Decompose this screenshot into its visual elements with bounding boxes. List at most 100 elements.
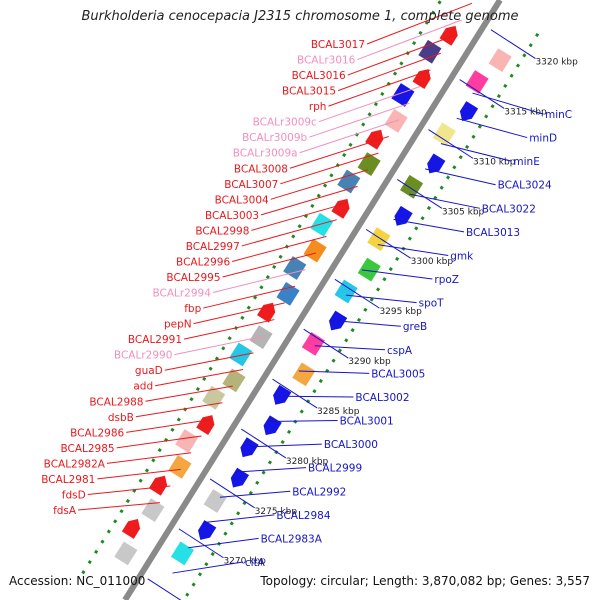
gene-feature [273,384,292,405]
gene-box [488,48,512,72]
gene-box [391,83,415,107]
left-gene-label: BCAL2985 [60,443,114,455]
gene-feature [121,519,141,539]
gene-arrow [459,101,479,121]
right-leader [393,218,465,233]
strand-dots-layer [81,0,544,600]
left-gene-label: rph [309,101,327,113]
gene-box [170,541,195,566]
left-gene-label: BCALr3009b [242,132,307,144]
left-leader [97,468,181,480]
left-leader [366,2,473,45]
right-gene-label: minD [529,133,557,145]
gene-feature [334,279,358,304]
gene-feature [222,368,246,393]
gene-arrow [394,205,413,226]
left-leader [309,102,410,138]
left-leader [318,86,421,123]
right-leader [251,443,322,448]
tick-leader [272,378,318,409]
left-leader [116,435,202,449]
left-gene-label: BCAL2996 [176,256,230,268]
left-gene-label: BCAL2988 [89,396,143,408]
gene-feature [432,122,456,147]
gene-feature [203,489,227,513]
map-title: Burkholderia cenocepacia J2315 chromosom… [81,9,519,24]
gene-box [175,429,199,453]
left-gene-label: BCAL2995 [166,272,220,284]
tick-label: 3290 kbp [348,357,391,367]
tick-label: 3305 kbp [442,207,485,217]
tick-label: 3320 kbp [535,58,578,68]
right-gene-label: rpoZ [434,274,459,286]
right-leader [440,143,512,162]
right-leader [409,193,480,209]
gene-box [334,279,358,304]
left-gene-label: dsbB [108,412,134,424]
gene-feature [196,415,215,435]
tick-label: 3300 kbp [411,257,454,267]
right-gene-label: BCAL2992 [292,486,346,498]
left-gene-label: BCALr3009a [233,148,298,160]
genome-summary-text: Topology: circular; Length: 3,870,082 bp… [260,574,590,588]
left-leader [357,19,462,61]
gene-box [292,362,316,387]
gene-feature [198,520,217,540]
right-gene-label: BCAL3000 [324,439,378,451]
gene-arrow [273,384,292,405]
left-leader [328,69,431,107]
left-leader [203,285,296,309]
gene-feature [465,70,489,94]
gene-feature [310,212,334,237]
right-gene-label: BCAL3013 [466,227,520,239]
gene-feature [141,498,165,522]
left-gene-label: BCAL3004 [215,194,269,206]
gene-box [114,541,138,566]
gene-box [367,227,391,252]
right-leader [267,420,338,422]
gene-box [418,39,442,64]
left-gene-label: BCALr3016 [297,55,356,67]
gene-feature [427,153,446,174]
right-gene-label: greB [403,321,427,333]
tick-label: 3315 kbp [504,107,547,117]
left-gene-label: BCAL3015 [282,86,336,98]
right-gene-label: spoT [419,298,445,310]
left-leader [126,418,212,433]
gene-feature [168,454,192,479]
gene-arrow [263,415,282,436]
gene-feature [303,238,327,263]
gene-box [141,498,165,522]
tick-leader [241,428,287,459]
gene-feature [148,475,168,496]
left-leader [174,335,265,356]
left-leader [87,485,171,495]
gene-box [465,70,489,94]
left-leader [193,302,285,325]
left-gene-label: BCAL3007 [224,179,278,191]
gene-arrow [439,25,458,46]
left-gene-label: BCAL3017 [311,39,365,51]
gene-box [222,368,246,393]
gene-feature [337,169,361,194]
right-leader [425,168,496,186]
left-leader [135,402,223,418]
gene-box [229,342,253,367]
left-leader [145,385,233,402]
gene-feature [114,541,138,566]
left-gene-label: BCAL2997 [186,241,240,253]
gene-arrow [240,437,259,458]
right-leader [361,269,433,280]
right-leader [283,395,354,398]
right-leader [204,514,275,524]
accession-text: Accession: NC_011000 [9,574,146,588]
right-gene-label: cspA [387,345,413,357]
left-gene-label: BCAL2981 [41,474,95,486]
gene-feature [418,39,442,64]
gene-arrow [257,302,276,323]
right-gene-label: BCAL2983A [261,533,323,545]
gene-arrow [328,310,348,331]
right-leader [172,561,243,574]
right-gene-label: minC [545,109,572,121]
